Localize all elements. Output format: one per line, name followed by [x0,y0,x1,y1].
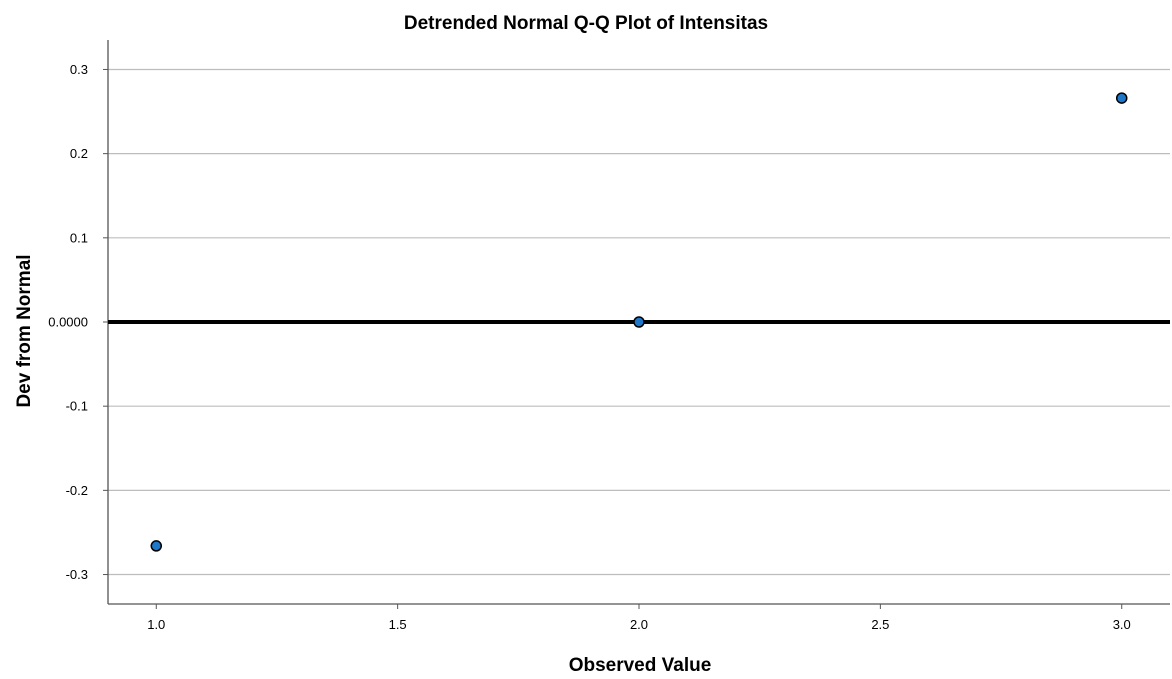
y-tick-label: 0.1 [70,230,88,245]
data-point-1 [150,540,163,552]
data-point-3 [1115,92,1128,104]
grid-lines [108,68,1170,576]
y-tick-label: 0.3 [70,62,88,77]
data-points [150,92,1128,552]
chart-title: Detrended Normal Q-Q Plot of Intensitas [404,13,768,34]
x-tick-label: 2.0 [630,617,648,632]
y-tick-label: -0.3 [66,567,88,582]
x-tick-label: 3.0 [1113,617,1131,632]
x-tick-label: 1.0 [147,617,165,632]
y-axis-title: Dev from Normal [14,254,35,407]
x-tick-label: 2.5 [871,617,889,632]
y-tick-label: 0.2 [70,146,88,161]
y-tick-label: -0.2 [66,483,88,498]
x-axis-title: Observed Value [569,655,712,676]
y-tick-labels: 0.3 0.2 0.1 0.0000 -0.1 -0.2 -0.3 [48,62,88,582]
y-tick-label: 0.0000 [48,315,88,330]
x-tick-label: 1.5 [389,617,407,632]
y-tick-label: -0.1 [66,399,88,414]
data-point-2 [633,316,645,328]
x-tick-labels: 1.0 1.5 2.0 2.5 3.0 [147,617,1131,632]
